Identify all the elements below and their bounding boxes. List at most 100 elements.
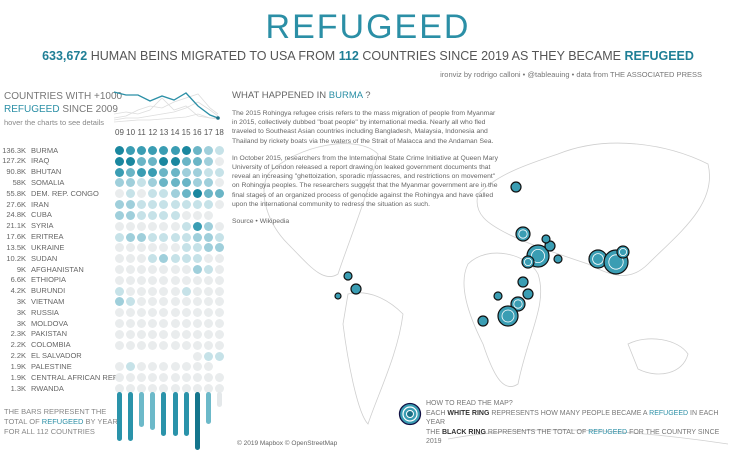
year-dot[interactable] — [203, 373, 213, 383]
year-dot[interactable] — [126, 146, 136, 155]
year-dot[interactable] — [192, 221, 202, 231]
year-total-bar[interactable] — [183, 392, 189, 437]
year-dot[interactable] — [170, 265, 180, 275]
year-dot[interactable] — [192, 146, 202, 155]
year-dot[interactable] — [181, 189, 191, 199]
year-dot[interactable] — [181, 275, 191, 285]
year-dot[interactable] — [126, 254, 136, 264]
year-dot[interactable] — [214, 351, 224, 361]
year-dot[interactable] — [203, 189, 213, 199]
year-dot[interactable] — [148, 146, 158, 155]
year-dot[interactable] — [126, 297, 136, 307]
year-dot[interactable] — [159, 286, 169, 296]
year-total-bar[interactable] — [139, 392, 145, 427]
country-name[interactable]: BURMA — [31, 145, 59, 155]
year-dot[interactable] — [214, 340, 224, 350]
country-marker[interactable] — [350, 283, 362, 295]
year-dot[interactable] — [137, 275, 147, 285]
year-dot[interactable] — [137, 319, 147, 329]
year-dot[interactable] — [137, 373, 147, 383]
year-dot[interactable] — [115, 329, 124, 339]
year-dot[interactable] — [203, 286, 213, 296]
year-dot[interactable] — [181, 265, 191, 275]
year-dot[interactable] — [214, 156, 224, 166]
year-dot[interactable] — [137, 265, 147, 275]
year-dot[interactable] — [170, 232, 180, 242]
year-dot[interactable] — [192, 167, 202, 177]
year-dot[interactable] — [170, 275, 180, 285]
year-dot[interactable] — [181, 167, 191, 177]
year-dot[interactable] — [137, 146, 147, 155]
year-dot[interactable] — [126, 178, 136, 188]
year-dot[interactable] — [203, 297, 213, 307]
country-name[interactable]: PAKISTAN — [31, 329, 67, 339]
year-dot[interactable] — [159, 275, 169, 285]
year-dot[interactable] — [115, 146, 124, 155]
year-dot[interactable] — [214, 221, 224, 231]
year-dot[interactable] — [170, 167, 180, 177]
year-dot[interactable] — [170, 297, 180, 307]
year-dot[interactable] — [148, 178, 158, 188]
year-dot[interactable] — [148, 384, 158, 394]
year-dot[interactable] — [181, 286, 191, 296]
year-dot[interactable] — [159, 308, 169, 318]
year-dot[interactable] — [203, 351, 213, 361]
year-dot[interactable] — [170, 384, 180, 394]
year-dot[interactable] — [192, 254, 202, 264]
year-dot[interactable] — [148, 243, 158, 253]
year-dot[interactable] — [115, 200, 124, 210]
year-dot[interactable] — [137, 243, 147, 253]
year-dot[interactable] — [115, 362, 124, 372]
year-total-bar[interactable] — [128, 392, 134, 442]
year-dot[interactable] — [159, 167, 169, 177]
country-name[interactable]: ERITREA — [31, 232, 64, 242]
year-dot[interactable] — [214, 167, 224, 177]
year-dot[interactable] — [148, 156, 158, 166]
year-dot[interactable] — [137, 254, 147, 264]
year-dot[interactable] — [214, 178, 224, 188]
year-dot[interactable] — [170, 189, 180, 199]
year-dot[interactable] — [181, 362, 191, 372]
year-dot[interactable] — [181, 340, 191, 350]
year-dot[interactable] — [115, 243, 124, 253]
country-marker[interactable] — [515, 226, 531, 242]
year-dot[interactable] — [214, 297, 224, 307]
year-dot[interactable] — [115, 210, 124, 220]
country-marker[interactable] — [521, 255, 535, 269]
year-dot[interactable] — [192, 200, 202, 210]
year-dot[interactable] — [159, 373, 169, 383]
world-map[interactable] — [228, 84, 736, 454]
year-dot[interactable] — [203, 232, 213, 242]
year-dot[interactable] — [148, 254, 158, 264]
year-dot[interactable] — [181, 384, 191, 394]
year-dot[interactable] — [214, 243, 224, 253]
year-dot[interactable] — [192, 189, 202, 199]
year-dot[interactable] — [115, 232, 124, 242]
year-dot[interactable] — [159, 146, 169, 155]
year-dot[interactable] — [192, 156, 202, 166]
year-dot[interactable] — [115, 254, 124, 264]
year-dot[interactable] — [137, 329, 147, 339]
year-dot[interactable] — [203, 265, 213, 275]
year-total-bar[interactable] — [194, 392, 200, 450]
year-dot[interactable] — [170, 210, 180, 220]
year-dot[interactable] — [170, 340, 180, 350]
year-dot[interactable] — [159, 232, 169, 242]
year-dot[interactable] — [203, 167, 213, 177]
year-dot[interactable] — [203, 362, 213, 372]
country-name[interactable]: VIETNAM — [31, 296, 65, 306]
year-dot[interactable] — [170, 243, 180, 253]
year-dot[interactable] — [148, 319, 158, 329]
year-total-bar[interactable] — [161, 392, 167, 437]
year-dot[interactable] — [192, 373, 202, 383]
country-name[interactable]: CUBA — [31, 210, 52, 220]
year-dot[interactable] — [137, 178, 147, 188]
year-dot[interactable] — [159, 297, 169, 307]
year-dot[interactable] — [203, 319, 213, 329]
year-dot[interactable] — [137, 167, 147, 177]
year-dot[interactable] — [159, 221, 169, 231]
year-dot[interactable] — [192, 351, 202, 361]
year-dot[interactable] — [203, 146, 213, 155]
year-dot[interactable] — [159, 243, 169, 253]
year-dot[interactable] — [170, 373, 180, 383]
